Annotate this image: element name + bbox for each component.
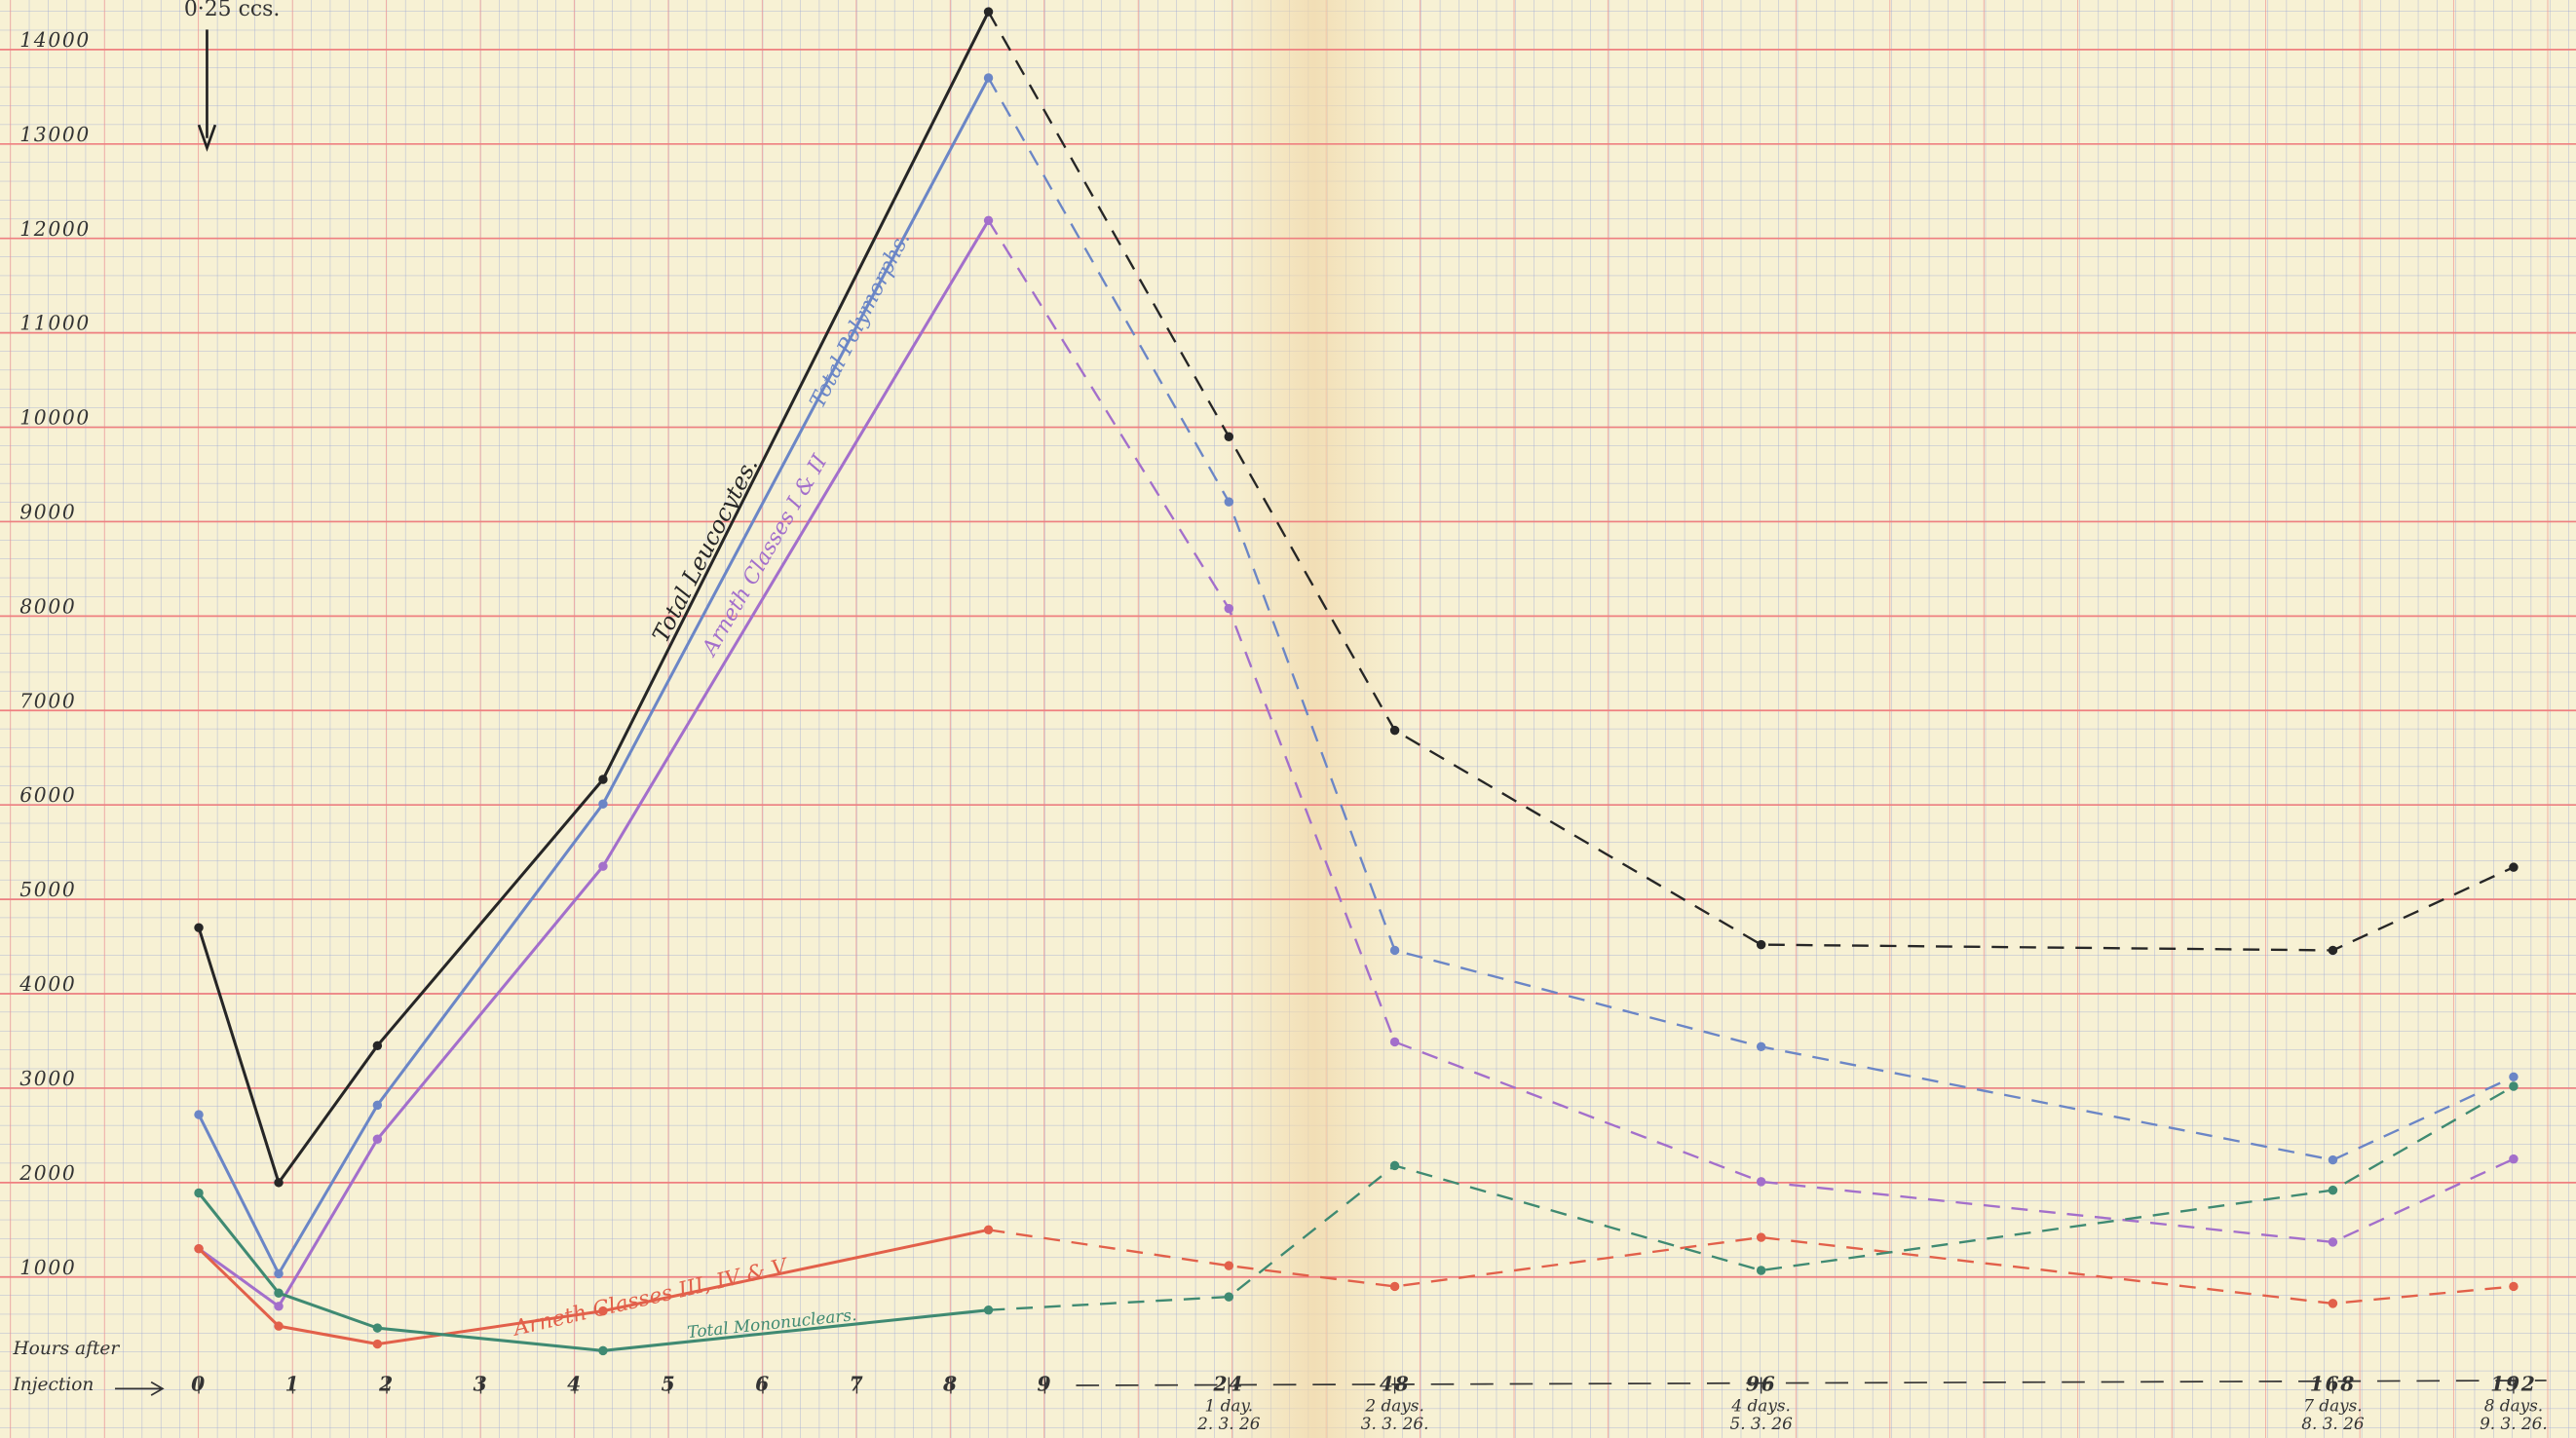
x-tick-label: 5	[662, 1373, 677, 1396]
y-tick-label: 3000	[19, 1067, 76, 1090]
y-tick-label: 6000	[19, 783, 76, 807]
data-point	[274, 1321, 283, 1330]
data-point	[984, 1306, 993, 1314]
data-point	[1757, 940, 1765, 949]
data-point	[1757, 1232, 1765, 1241]
page: 0·25 ccs. Hours after Injection Total Le…	[0, 0, 2576, 1438]
x-tick-label: 192	[2490, 1373, 2536, 1396]
date-note: 7 days.	[2303, 1395, 2362, 1415]
data-point	[2509, 1154, 2518, 1163]
data-point	[373, 1041, 382, 1050]
x-label: Hours after	[12, 1339, 120, 1359]
data-point	[2329, 1155, 2337, 1164]
data-point	[373, 1135, 382, 1144]
y-tick-label: 5000	[19, 878, 76, 901]
data-point	[1757, 1177, 1765, 1186]
x-tick-label: 7	[850, 1373, 865, 1396]
data-point	[373, 1101, 382, 1110]
data-point	[274, 1289, 283, 1298]
data-point	[2509, 1073, 2518, 1081]
data-point	[1757, 1266, 1765, 1274]
y-tick-label: 7000	[19, 689, 76, 712]
data-point	[1225, 1261, 1233, 1269]
data-point	[274, 1302, 283, 1310]
date-note: 3. 3. 26.	[1361, 1414, 1429, 1433]
data-point	[2329, 1237, 2337, 1246]
data-point	[1225, 604, 1233, 613]
data-point	[373, 1323, 382, 1332]
data-point	[373, 1340, 382, 1348]
y-tick-label: 11000	[19, 312, 91, 335]
data-point	[1390, 726, 1399, 735]
data-point	[984, 73, 993, 82]
data-point	[2509, 862, 2518, 871]
y-tick-label: 12000	[19, 217, 91, 241]
x-tick-label: 1	[285, 1373, 301, 1396]
data-point	[1390, 1038, 1399, 1046]
annotation: 0·25 ccs.	[184, 0, 280, 21]
x-tick-label: 168	[2310, 1373, 2356, 1396]
y-tick-label: 1000	[19, 1256, 76, 1279]
date-note: 2. 3. 26	[1196, 1414, 1261, 1433]
date-note: 8 days.	[2484, 1395, 2543, 1415]
data-point	[2509, 1282, 2518, 1291]
y-tick-label: 10000	[19, 406, 91, 430]
data-point	[194, 1189, 203, 1197]
paper-fold	[1216, 0, 1413, 1438]
data-point	[598, 1346, 607, 1355]
x-tick-label: 0	[191, 1373, 207, 1396]
data-point	[598, 775, 607, 783]
date-note: 8. 3. 26	[2301, 1414, 2365, 1433]
date-note: 2 days.	[1364, 1395, 1423, 1415]
data-point	[194, 923, 203, 931]
data-point	[194, 1244, 203, 1253]
y-tick-label: 4000	[19, 972, 76, 996]
data-point	[274, 1269, 283, 1278]
y-tick-label: 13000	[19, 123, 91, 146]
y-tick-label: 9000	[19, 501, 76, 524]
x-tick-label: 6	[755, 1373, 771, 1396]
data-point	[598, 799, 607, 808]
data-point	[2329, 946, 2337, 955]
data-point	[1225, 497, 1233, 506]
data-point	[2329, 1186, 2337, 1194]
x-tick-label: 2	[378, 1373, 395, 1396]
data-point	[2329, 1299, 2337, 1307]
data-point	[598, 861, 607, 870]
x-tick-label: 96	[1746, 1373, 1777, 1396]
date-note: 4 days.	[1730, 1395, 1790, 1415]
date-note: 1 day.	[1205, 1395, 1254, 1415]
x-tick-label: 3	[474, 1373, 489, 1396]
data-point	[984, 7, 993, 16]
date-note: 5. 3. 26	[1729, 1414, 1793, 1433]
x-tick-label: 9	[1038, 1373, 1053, 1396]
data-point	[984, 1226, 993, 1234]
data-point	[1225, 1292, 1233, 1301]
data-point	[1390, 946, 1399, 955]
y-tick-label: 14000	[19, 28, 91, 52]
y-tick-label: 2000	[19, 1161, 76, 1185]
x-tick-label: 24	[1213, 1373, 1245, 1396]
date-note: 9. 3. 26.	[2480, 1414, 2548, 1433]
data-point	[1225, 433, 1233, 441]
data-point	[984, 216, 993, 225]
data-point	[1757, 1042, 1765, 1051]
data-point	[1390, 1161, 1399, 1170]
x-tick-label: 8	[942, 1373, 959, 1396]
chart: 0·25 ccs. Hours after Injection Total Le…	[0, 0, 2576, 1438]
x-tick-label: 48	[1380, 1373, 1411, 1396]
data-point	[194, 1110, 203, 1118]
x-label: Injection	[12, 1375, 94, 1395]
data-point	[274, 1178, 283, 1187]
x-tick-label: 4	[567, 1373, 583, 1396]
data-point	[1390, 1282, 1399, 1291]
data-point	[2509, 1081, 2518, 1090]
y-tick-label: 8000	[19, 594, 76, 618]
